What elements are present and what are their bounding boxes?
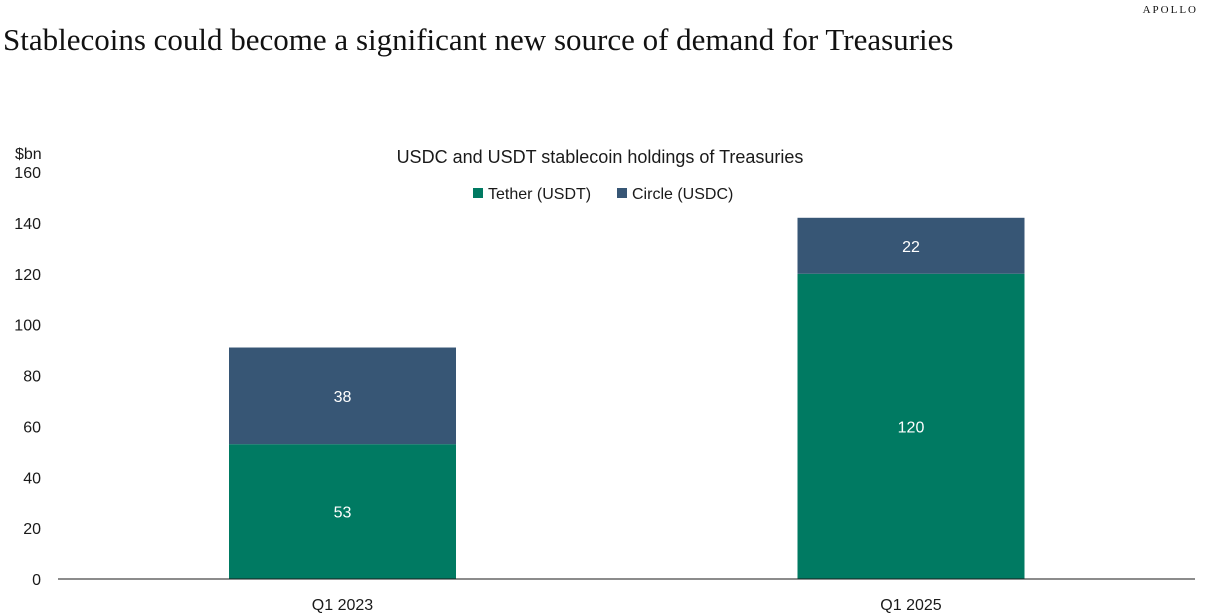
- y-tick-label: 0: [32, 572, 41, 589]
- bar-segment-tether: [229, 444, 456, 579]
- y-tick-label: 40: [23, 470, 41, 487]
- y-tick-label: 140: [14, 216, 41, 233]
- y-tick-label: 20: [23, 521, 41, 538]
- y-axis-ticks: 0 20 40 60 80 100 120 140 160: [14, 165, 41, 589]
- y-tick-label: 60: [23, 419, 41, 436]
- y-tick-label: 120: [14, 267, 41, 284]
- bar-data-label: 38: [334, 389, 352, 406]
- legend-label: Tether (USDT): [488, 186, 591, 203]
- y-tick-label: 100: [14, 318, 41, 335]
- y-tick-label: 160: [14, 165, 41, 182]
- bar-segment-circle: [229, 347, 456, 445]
- bar-data-label: 53: [334, 505, 352, 522]
- bar-data-label: 22: [902, 239, 920, 256]
- bars: 53 38 120 22: [229, 217, 1025, 579]
- x-tick-label: Q1 2025: [880, 597, 941, 614]
- bar-segment-circle: [797, 217, 1025, 274]
- chart-title: USDC and USDT stablecoin holdings of Tre…: [397, 147, 804, 167]
- bar-data-label: 120: [898, 419, 925, 436]
- page-title: Stablecoins could become a significant n…: [3, 22, 954, 57]
- x-axis-ticks: Q1 2023 Q1 2025: [312, 597, 942, 614]
- legend: Tether (USDT) Circle (USDC): [473, 186, 733, 203]
- legend-swatch: [617, 188, 627, 198]
- x-tick-label: Q1 2023: [312, 597, 373, 614]
- y-tick-label: 80: [23, 369, 41, 386]
- legend-swatch: [473, 188, 483, 198]
- bar-segment-tether: [797, 273, 1025, 579]
- legend-label: Circle (USDC): [632, 186, 733, 203]
- y-axis-label: $bn: [15, 146, 42, 163]
- apollo-logo: APOLLO: [1142, 4, 1198, 16]
